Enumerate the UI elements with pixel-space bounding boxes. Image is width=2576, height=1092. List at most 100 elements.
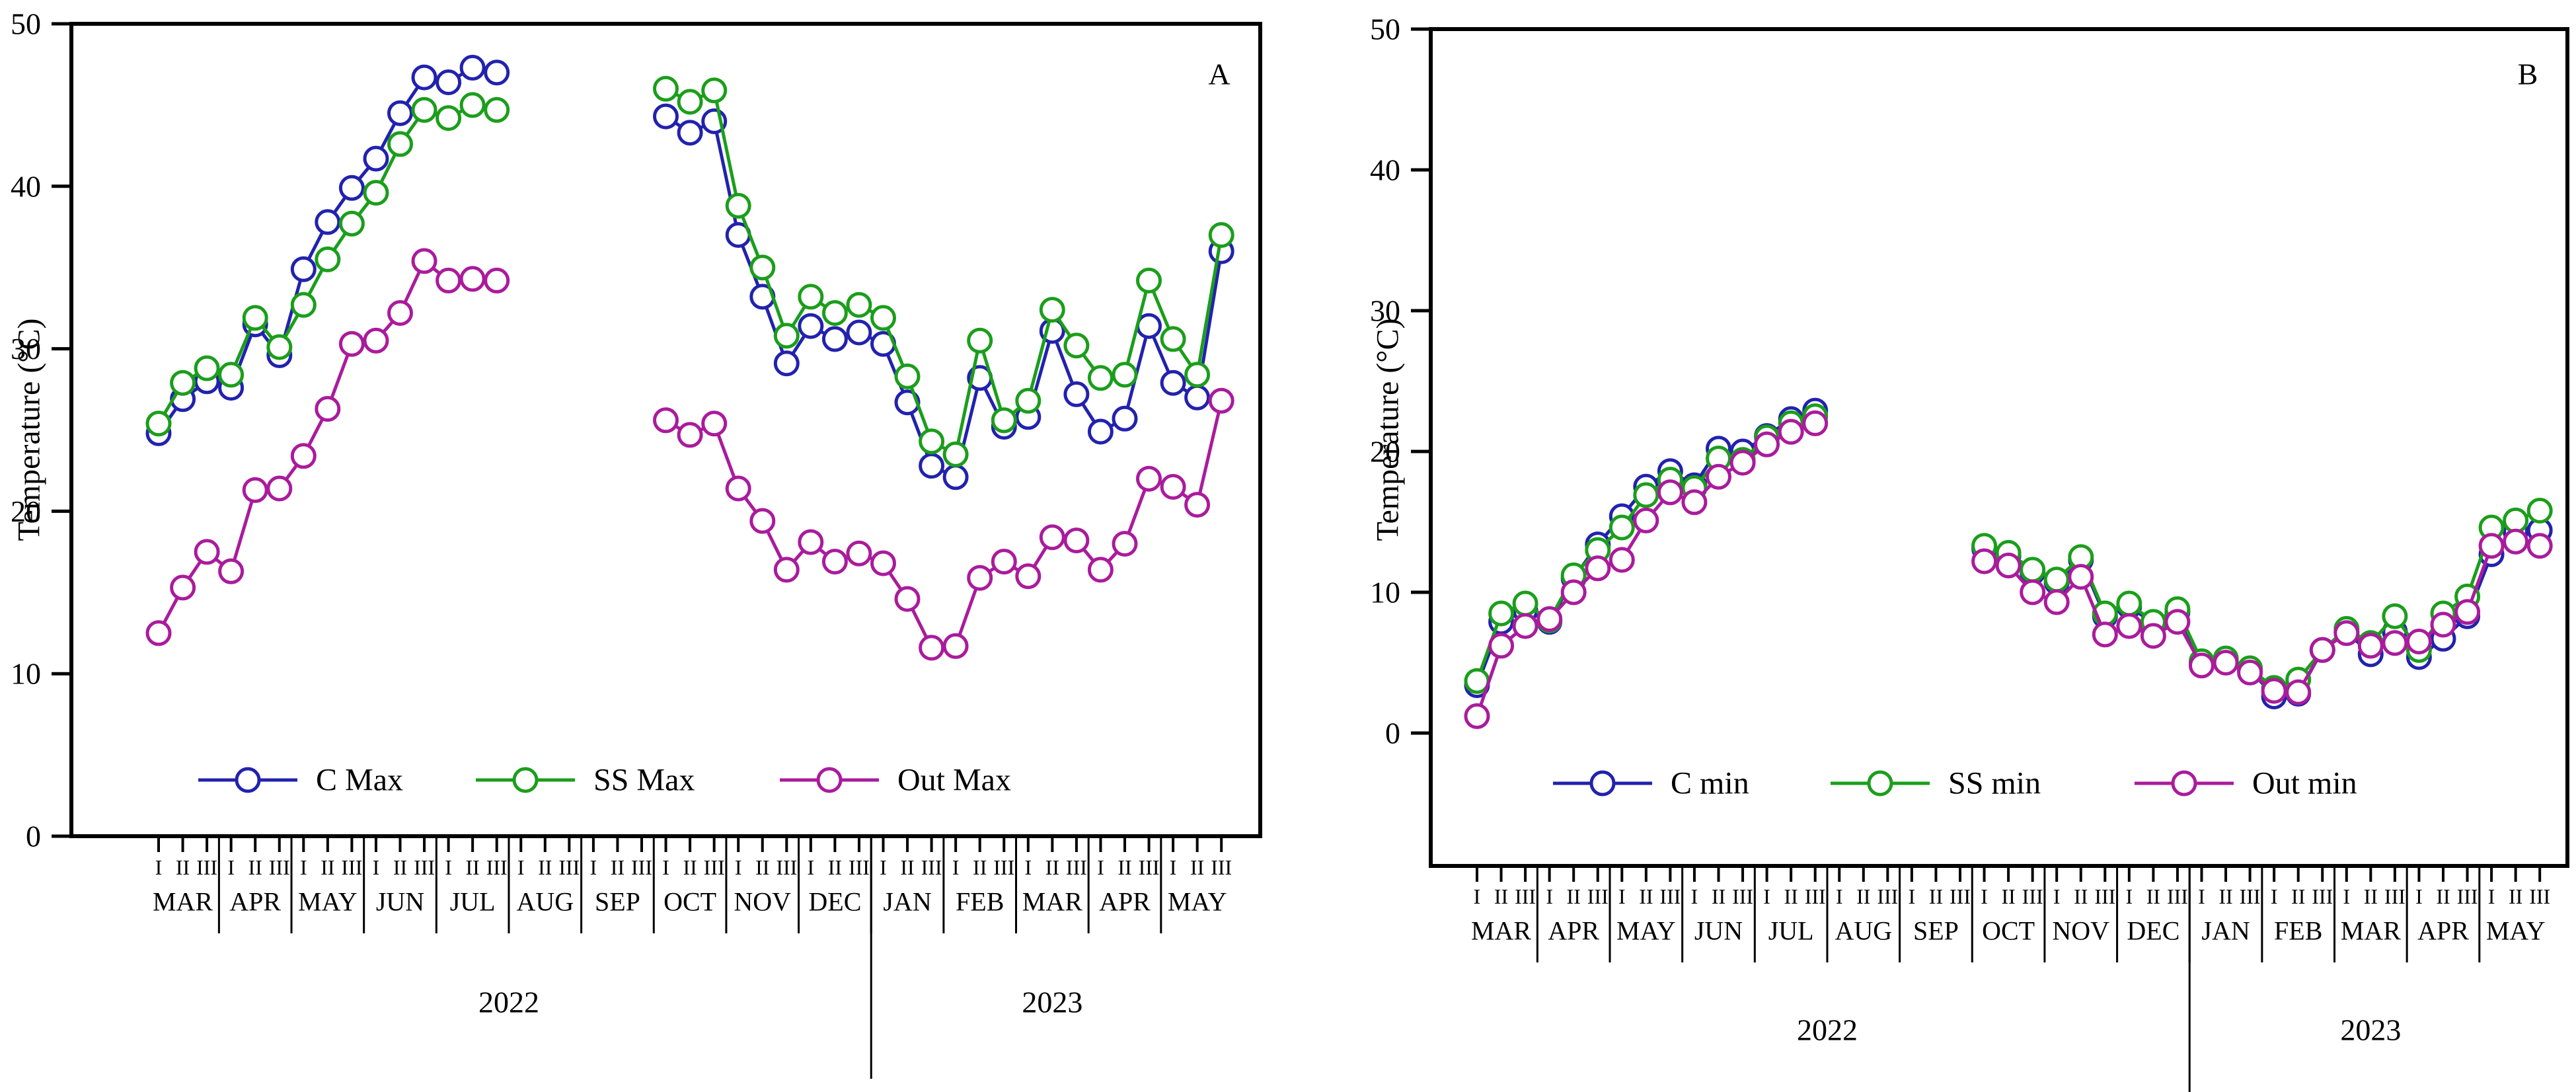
data-point — [242, 305, 268, 331]
data-point — [1184, 384, 1211, 410]
data-point — [870, 305, 896, 331]
data-point — [821, 549, 848, 575]
month-label: MAR — [2341, 916, 2401, 946]
data-point — [194, 539, 220, 565]
data-point — [1136, 267, 1162, 293]
data-point — [1063, 381, 1090, 407]
y-tick-label: 10 — [11, 657, 41, 691]
decade-label: I — [1170, 855, 1177, 879]
month-label: JAN — [883, 887, 931, 917]
data-point — [821, 300, 848, 326]
month-label: NOV — [734, 887, 791, 917]
decade-label: I — [1763, 884, 1770, 908]
data-point — [821, 326, 848, 352]
decade-label: II — [465, 855, 479, 879]
data-point — [2068, 564, 2094, 590]
decade-label: III — [1659, 884, 1681, 908]
x-axis: I II III I II III I II III I II III I II III I II III I II I… — [153, 836, 1232, 1079]
decade-label: I — [735, 855, 742, 879]
decade-label: II — [1712, 884, 1725, 908]
data-point — [338, 331, 365, 357]
data-point — [749, 254, 776, 281]
month-label: NOV — [2052, 916, 2109, 946]
legend-marker — [235, 767, 261, 793]
decade-label: II — [2218, 884, 2232, 908]
data-point — [653, 75, 679, 102]
decade-label: III — [1877, 884, 1898, 908]
month-label: SEP — [1913, 916, 1959, 946]
data-point — [2237, 659, 2263, 685]
decade-label: III — [2384, 884, 2406, 908]
panel-letter: B — [2518, 58, 2538, 91]
data-point — [484, 97, 510, 123]
data-point — [653, 103, 679, 130]
data-point — [2116, 590, 2142, 617]
data-point — [725, 192, 751, 219]
decade-label: II — [1929, 884, 1943, 908]
decade-label: I — [2343, 884, 2350, 908]
decade-label: II — [2436, 884, 2450, 908]
year-label: 2023 — [2340, 1013, 2401, 1047]
decade-label: III — [993, 855, 1014, 879]
data-point — [1208, 222, 1234, 248]
data-point — [436, 69, 462, 95]
data-point — [919, 635, 945, 661]
legend: C min SS min Out min — [1553, 766, 2357, 801]
decade-label: I — [227, 855, 235, 879]
legend-label: Out Max — [897, 763, 1011, 798]
decade-label: III — [558, 855, 580, 879]
month-label: FEB — [956, 887, 1004, 917]
series-ss-max — [145, 75, 1234, 467]
month-label: AUG — [516, 887, 574, 917]
series-out-min — [1464, 410, 2553, 729]
decade-label: III — [2240, 884, 2261, 908]
data-point — [1633, 507, 1659, 533]
data-point — [1208, 387, 1234, 414]
decade-label: III — [2529, 884, 2550, 908]
month-label: DEC — [808, 887, 861, 917]
decade-label: III — [704, 855, 725, 879]
decade-label: II — [321, 855, 334, 879]
data-point — [1512, 613, 1538, 639]
month-label: MAY — [2486, 916, 2546, 946]
month-label: JUN — [1694, 916, 1743, 946]
decade-label: II — [2291, 884, 2305, 908]
data-point — [338, 175, 365, 201]
data-point — [1015, 387, 1042, 414]
data-point — [1560, 579, 1587, 605]
decade-label: II — [1494, 884, 1508, 908]
data-point — [1464, 703, 1490, 729]
data-point — [1039, 524, 1065, 551]
decade-label: III — [1139, 855, 1160, 879]
data-point — [194, 355, 220, 381]
y-tick-label: 30 — [1370, 294, 1400, 328]
data-point — [315, 396, 341, 422]
data-point — [459, 54, 486, 81]
legend-item: Out Max — [780, 763, 1011, 798]
data-point — [1039, 297, 1065, 323]
decade-label: II — [683, 855, 697, 879]
data-point — [1633, 482, 1659, 508]
data-point — [773, 350, 800, 377]
y-tick-label: 40 — [1370, 153, 1400, 187]
decade-label: II — [2509, 884, 2522, 908]
month-label: OCT — [663, 887, 716, 917]
x-axis: I II III I II III I II III I II III I II III I II III I II I… — [1471, 866, 2550, 1092]
data-point — [1778, 418, 1804, 445]
data-point — [1112, 531, 1138, 557]
decade-label: II — [1118, 855, 1131, 879]
data-point — [1609, 514, 1635, 541]
data-point — [1657, 479, 1683, 506]
data-point — [677, 89, 703, 115]
data-point — [846, 319, 872, 346]
data-point — [967, 327, 993, 354]
month-label: APR — [2417, 916, 2469, 946]
data-point — [773, 557, 800, 583]
month-label: OCT — [1982, 916, 2035, 946]
data-point — [2164, 609, 2191, 635]
data-point — [1087, 418, 1114, 445]
decade-label: III — [1515, 884, 1536, 908]
y-tick-label: 0 — [26, 820, 41, 853]
